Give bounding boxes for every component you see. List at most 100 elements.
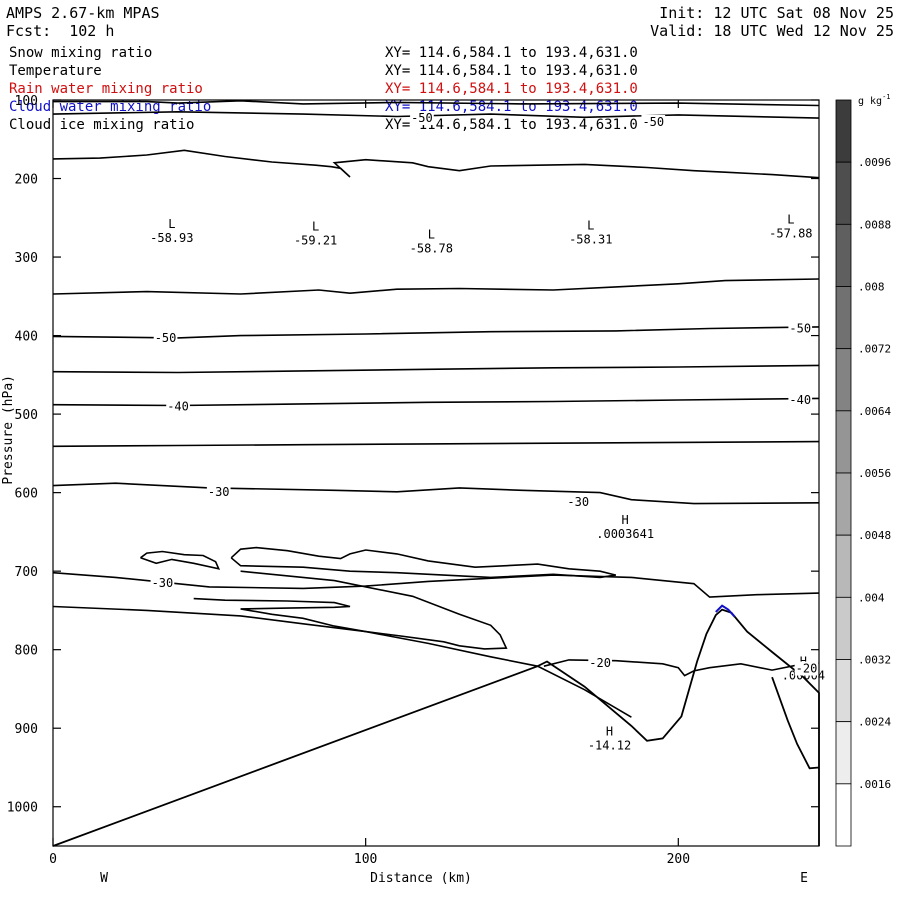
terrain-line-east xyxy=(771,676,820,770)
colorbar-bin xyxy=(835,596,852,660)
colorbar-bin xyxy=(835,659,852,723)
y-tick-label: 900 xyxy=(15,722,38,737)
colorbar-bin xyxy=(835,472,852,536)
closed-contour xyxy=(140,550,221,570)
isotherm-line xyxy=(52,364,820,374)
contour-label: -20 xyxy=(796,662,818,676)
colorbar-unit-exponent: -1 xyxy=(882,93,890,101)
colorbar-label: .0024 xyxy=(858,716,891,729)
isotherm-line xyxy=(52,605,632,718)
y-tick-label: 200 xyxy=(15,173,38,188)
colorbar-label: .0096 xyxy=(858,156,891,169)
contour-label-bg xyxy=(794,661,819,676)
colorbar-bin xyxy=(835,286,852,350)
contour-label-bg xyxy=(410,111,434,126)
y-tick-label: 800 xyxy=(15,644,38,659)
extremum-value: -58.93 xyxy=(150,231,193,245)
colorbar-bin xyxy=(835,783,852,847)
isotherm-line xyxy=(52,110,820,119)
high-marker: H xyxy=(800,655,807,669)
contour-label: -30 xyxy=(152,576,174,590)
field-rain-name: Rain water mixing ratio xyxy=(9,81,203,97)
x-axis-label: Distance (km) xyxy=(370,871,472,886)
contour-label-bg xyxy=(166,399,190,414)
colorbar-label: .004 xyxy=(858,591,885,604)
plot-frame xyxy=(52,99,820,847)
extremum-value: .0003641 xyxy=(596,527,654,541)
low-marker: L xyxy=(787,212,794,226)
x-tick-label: 200 xyxy=(667,852,690,867)
colorbar-label: .0072 xyxy=(858,343,891,356)
field-snow-name: Snow mixing ratio xyxy=(9,45,153,61)
field-cloudice-name: Cloud ice mixing ratio xyxy=(9,117,195,133)
colorbar-unit: g kg-1 xyxy=(858,93,891,107)
colorbar-label: .0056 xyxy=(858,467,891,480)
field-temperature-name: Temperature xyxy=(9,63,102,79)
contour-label: -40 xyxy=(167,399,189,413)
contour-label: -50 xyxy=(411,111,433,125)
x-tick-label: 100 xyxy=(354,852,377,867)
low-marker: L xyxy=(428,227,435,241)
colorbar-bin xyxy=(835,534,852,598)
low-marker: L xyxy=(168,217,175,231)
colorbar-label: .0088 xyxy=(858,218,891,231)
contour-label: -30 xyxy=(208,485,230,499)
isotherm-line xyxy=(52,149,820,179)
extremum-value: -59.21 xyxy=(294,233,337,247)
closed-contour xyxy=(193,570,508,650)
isotherm-line xyxy=(53,99,820,107)
init-time: Init: 12 UTC Sat 08 Nov 25 xyxy=(659,4,894,22)
y-tick-label: 400 xyxy=(15,330,38,345)
low-marker: L xyxy=(312,219,319,233)
colorbar-bin xyxy=(835,99,852,163)
contour-label-bg xyxy=(588,656,612,671)
contour-label-bg xyxy=(206,484,231,499)
colorbar-label: .008 xyxy=(858,281,885,294)
terrain-line xyxy=(52,608,820,847)
contour-label: -40 xyxy=(789,393,811,407)
isotherm-line xyxy=(52,326,820,339)
contour-label-bg xyxy=(150,575,175,590)
high-marker: H xyxy=(606,724,613,738)
colorbar-label: .0032 xyxy=(858,654,891,667)
colorbar-bin xyxy=(835,721,852,785)
isotherm-line xyxy=(52,440,820,448)
west-label: W xyxy=(100,871,108,886)
contour-label: -50 xyxy=(789,322,811,336)
field-rain-xy: XY= 114.6,584.1 to 193.4,631.0 xyxy=(385,81,638,97)
y-axis-label: Pressure (hPa) xyxy=(1,375,16,485)
y-tick-label: 700 xyxy=(15,565,38,580)
contour-label-bg xyxy=(641,114,666,129)
extremum-value: -58.78 xyxy=(410,241,453,255)
colorbar-bin xyxy=(835,410,852,474)
high-marker: H xyxy=(622,513,629,527)
y-tick-label: 1000 xyxy=(7,801,38,816)
low-marker: L xyxy=(587,219,594,233)
closed-contour xyxy=(230,546,616,579)
field-snow-xy: XY= 114.6,584.1 to 193.4,631.0 xyxy=(385,45,638,61)
contour-label-bg xyxy=(153,330,178,345)
colorbar-bin xyxy=(835,223,852,287)
field-cloudice-xy: XY= 114.6,584.1 to 193.4,631.0 xyxy=(385,117,638,133)
cloud-water-contour xyxy=(715,604,736,618)
contour-label-bg xyxy=(788,321,813,336)
colorbar-label: .0064 xyxy=(858,405,891,418)
contour-label-bg xyxy=(788,392,813,407)
y-tick-label: 100 xyxy=(15,94,38,109)
extremum-value: -14.12 xyxy=(588,738,631,752)
y-tick-label: 300 xyxy=(15,251,38,266)
east-label: E xyxy=(800,871,808,886)
isotherm-line xyxy=(543,659,820,677)
valid-time: Valid: 18 UTC Wed 12 Nov 25 xyxy=(650,22,894,40)
extremum-value: -58.31 xyxy=(569,233,612,247)
contour-label: -50 xyxy=(642,115,664,129)
contour-label: -20 xyxy=(589,656,611,670)
contour-label: -30 xyxy=(567,495,589,509)
contour-label: -50 xyxy=(155,331,177,345)
colorbar-bin xyxy=(835,348,852,412)
x-tick-label: 0 xyxy=(49,852,57,867)
model-title: AMPS 2.67-km MPAS xyxy=(6,4,160,22)
extremum-value: -57.88 xyxy=(769,226,812,240)
isotherm-line xyxy=(52,278,820,295)
